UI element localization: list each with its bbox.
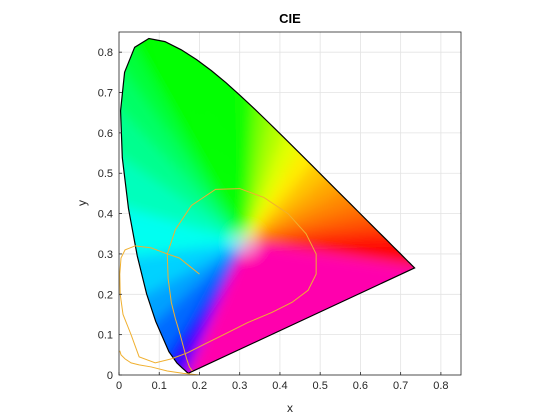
chromaticity-wedge <box>120 145 245 243</box>
spectral-locus <box>119 37 416 374</box>
chromaticity-wedge <box>244 242 415 265</box>
chromaticity-wedge <box>244 242 415 271</box>
x-axis-ticks: 0 0.1 0.2 0.3 0.4 0.5 0.6 0.7 0.8 <box>116 372 449 392</box>
x-tick-label: 0.2 <box>192 380 207 392</box>
x-axis-label: x <box>287 401 293 415</box>
chromaticity-wedge <box>239 73 257 243</box>
x-tick-label: 0.1 <box>152 380 167 392</box>
y-tick-label: 0.7 <box>98 88 113 100</box>
chromaticity-wedge <box>121 242 245 302</box>
x-tick-label: 0 <box>116 380 122 392</box>
gamut-curve <box>119 188 317 372</box>
y-axis-label: y <box>75 200 89 206</box>
chromaticity-wedge <box>120 38 245 243</box>
chromaticity-wedge <box>206 44 245 243</box>
chromaticity-wedge <box>180 242 245 374</box>
chromaticity-wedge <box>120 91 245 243</box>
chromaticity-wedge <box>244 242 415 268</box>
x-tick-label: 0.4 <box>272 380 287 392</box>
x-tick-label: 0.8 <box>433 380 448 392</box>
chromaticity-wedge <box>223 58 245 243</box>
chromaticity-wedge <box>244 89 273 243</box>
chromaticity-wedge <box>176 242 245 374</box>
chromaticity-wedge <box>244 198 380 243</box>
x-tick-label: 0.6 <box>353 380 368 392</box>
chromaticity-wedge <box>244 239 415 247</box>
y-axis-ticks: 0 0.1 0.2 0.3 0.4 0.5 0.6 0.7 0.8 <box>98 47 122 382</box>
chromaticity-wedge <box>178 242 245 374</box>
chromaticity-wedge <box>120 203 245 258</box>
chromaticity-wedge <box>244 210 391 243</box>
gamut-tail <box>119 350 200 375</box>
chromaticity-wedge <box>131 242 245 334</box>
chromaticity-wedge <box>189 38 245 243</box>
axes-box <box>118 31 462 376</box>
y-tick-label: 0.2 <box>98 289 113 301</box>
x-tick-label: 0.5 <box>313 380 328 392</box>
chromaticity-wedge <box>244 184 367 243</box>
chromaticity-wedge <box>244 222 401 243</box>
chromaticity-wedge <box>179 242 245 374</box>
chromaticity-wedge <box>244 242 415 256</box>
chromaticity-wedge <box>134 38 245 243</box>
chromaticity-wedge <box>244 242 415 272</box>
chromaticity-wedge <box>153 38 245 243</box>
chromaticity-wedge <box>244 121 306 243</box>
chromaticity-wedge <box>157 242 245 374</box>
chromaticity-wedge <box>244 242 415 263</box>
chromaticity-wedge <box>166 242 245 374</box>
chromaticity-wedge <box>244 242 415 269</box>
chromaticity-wedge <box>244 169 353 243</box>
chromaticity-wedge <box>244 242 415 270</box>
chromaticity-wedge <box>244 105 290 243</box>
chart-title: CIE <box>279 11 301 26</box>
y-tick-label: 0 <box>107 370 113 382</box>
y-tick-label: 0.1 <box>98 330 113 342</box>
chromaticity-wedge <box>244 137 322 243</box>
y-tick-label: 0.6 <box>98 128 113 140</box>
chromaticity-wedge <box>244 242 415 260</box>
chromaticity-wedge <box>244 242 415 252</box>
chromaticity-wedge <box>120 38 245 243</box>
chromaticity-wedge <box>244 242 415 267</box>
y-tick-label: 0.8 <box>98 47 113 59</box>
y-tick-label: 0.5 <box>98 168 113 180</box>
chromaticity-wedge <box>172 242 245 374</box>
chromaticity-wedge <box>244 153 338 243</box>
x-tick-label: 0.7 <box>393 380 408 392</box>
x-tick-label: 0.3 <box>232 380 247 392</box>
y-tick-label: 0.4 <box>98 209 113 221</box>
chromaticity-wedge <box>244 242 415 271</box>
chromaticity-wedge <box>244 242 415 272</box>
chromaticity-wedge <box>171 38 245 243</box>
white-point-glow <box>230 228 259 257</box>
chromaticity-wedge <box>244 231 409 243</box>
y-tick-label: 0.3 <box>98 249 113 261</box>
chromaticity-wedge <box>142 242 245 369</box>
